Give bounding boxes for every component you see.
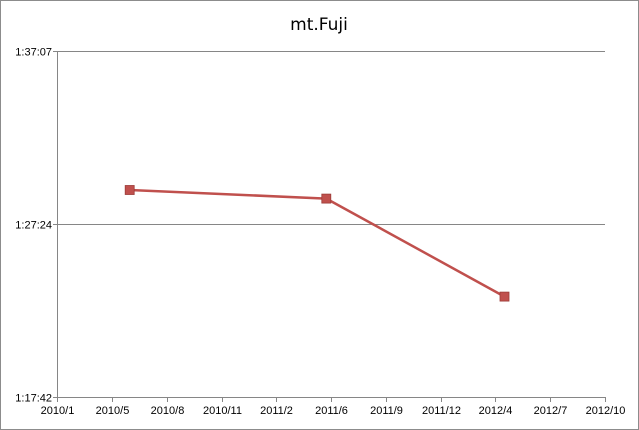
x-tick-label: 2011/6 xyxy=(315,405,348,417)
x-tick-label: 2012/7 xyxy=(534,405,568,417)
data-point-marker xyxy=(321,193,332,204)
series-layer xyxy=(124,185,510,302)
x-tick-label: 2011/12 xyxy=(422,405,461,417)
y-axis-ticks: 1:37:07 1:27:24 1:17:42 xyxy=(15,47,57,405)
x-tick-label: 2011/9 xyxy=(370,405,403,417)
x-tick-label: 2010/1 xyxy=(41,405,75,417)
gridlines xyxy=(57,51,605,398)
x-tick-label: 2010/11 xyxy=(203,405,242,417)
x-tick-label: 2010/5 xyxy=(96,405,130,417)
data-point-marker xyxy=(124,185,135,195)
y-tick-label: 1:17:42 xyxy=(15,393,52,405)
x-tick-label: 2012/10 xyxy=(586,405,626,417)
data-point-marker xyxy=(499,291,510,302)
chart-title: mt.Fuji xyxy=(290,15,348,35)
y-tick-label: 1:37:07 xyxy=(15,47,52,59)
y-tick-label: 1:27:24 xyxy=(15,220,52,232)
x-axis-ticks: 2010/1 2010/5 2010/8 2010/11 2011/2 2011/6 201… xyxy=(41,397,626,417)
x-tick-label: 2011/2 xyxy=(260,405,293,417)
x-tick-label: 2012/4 xyxy=(479,405,513,417)
x-tick-label: 2010/8 xyxy=(151,405,185,417)
series-line xyxy=(129,188,506,298)
